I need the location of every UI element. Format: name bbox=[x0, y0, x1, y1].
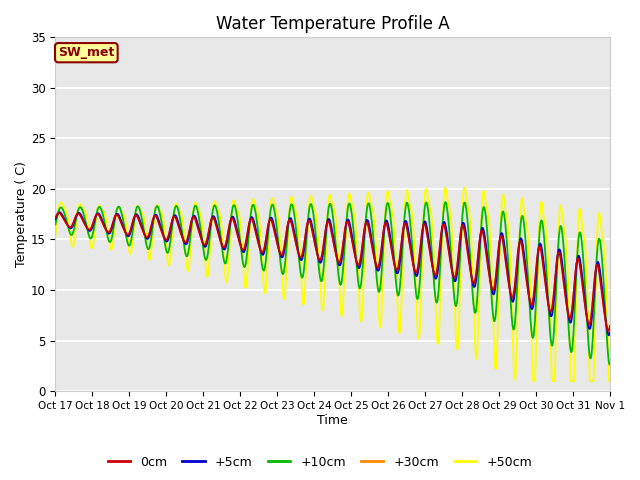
+10cm bbox=[161, 242, 169, 248]
+30cm bbox=[237, 245, 245, 251]
+50cm bbox=[175, 206, 182, 212]
0cm bbox=[492, 276, 499, 282]
Line: +30cm: +30cm bbox=[56, 213, 610, 332]
+5cm bbox=[492, 284, 499, 289]
+10cm bbox=[419, 231, 426, 237]
+50cm bbox=[419, 241, 426, 247]
+10cm bbox=[442, 199, 449, 205]
+30cm bbox=[492, 278, 499, 284]
+50cm bbox=[237, 224, 244, 229]
+5cm bbox=[606, 330, 614, 336]
+10cm bbox=[175, 209, 182, 215]
+30cm bbox=[56, 210, 63, 216]
+30cm bbox=[419, 224, 427, 229]
+50cm bbox=[606, 378, 614, 384]
0cm bbox=[175, 225, 183, 231]
+10cm bbox=[52, 221, 60, 227]
Line: +10cm: +10cm bbox=[56, 202, 610, 365]
Title: Water Temperature Profile A: Water Temperature Profile A bbox=[216, 15, 449, 33]
Text: SW_met: SW_met bbox=[58, 46, 115, 59]
0cm bbox=[541, 274, 548, 279]
+5cm bbox=[419, 225, 427, 230]
0cm bbox=[55, 210, 63, 216]
+5cm bbox=[237, 244, 245, 250]
+5cm bbox=[541, 267, 548, 273]
X-axis label: Time: Time bbox=[317, 414, 348, 427]
+5cm bbox=[162, 238, 170, 244]
+30cm bbox=[605, 329, 612, 335]
+50cm bbox=[541, 221, 548, 227]
+50cm bbox=[161, 233, 169, 239]
Legend: 0cm, +5cm, +10cm, +30cm, +50cm: 0cm, +5cm, +10cm, +30cm, +50cm bbox=[103, 451, 537, 474]
Y-axis label: Temperature ( C): Temperature ( C) bbox=[15, 161, 28, 267]
Line: +5cm: +5cm bbox=[56, 212, 610, 336]
+5cm bbox=[605, 333, 612, 338]
+5cm bbox=[52, 216, 60, 222]
+30cm bbox=[541, 271, 548, 277]
+30cm bbox=[52, 216, 60, 221]
+50cm bbox=[460, 184, 468, 190]
+50cm bbox=[492, 366, 499, 372]
0cm bbox=[605, 328, 612, 334]
+30cm bbox=[162, 237, 170, 243]
+10cm bbox=[605, 362, 613, 368]
+10cm bbox=[492, 314, 499, 320]
+30cm bbox=[606, 324, 614, 330]
0cm bbox=[52, 215, 60, 221]
+5cm bbox=[175, 222, 183, 228]
+50cm bbox=[52, 234, 60, 240]
0cm bbox=[419, 224, 427, 229]
Line: 0cm: 0cm bbox=[56, 213, 610, 331]
0cm bbox=[162, 237, 170, 242]
+5cm bbox=[56, 209, 63, 215]
0cm bbox=[606, 323, 614, 329]
+10cm bbox=[237, 243, 244, 249]
+10cm bbox=[541, 239, 548, 244]
+50cm bbox=[529, 378, 537, 384]
Line: +50cm: +50cm bbox=[56, 187, 610, 381]
+30cm bbox=[175, 224, 183, 230]
+10cm bbox=[606, 361, 614, 367]
0cm bbox=[237, 244, 245, 250]
